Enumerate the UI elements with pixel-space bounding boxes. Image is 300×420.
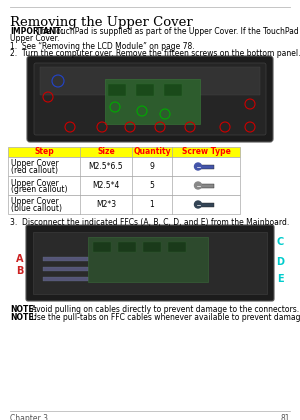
Text: A: A — [16, 254, 24, 264]
Text: Screw Type: Screw Type — [182, 147, 230, 157]
Text: Upper Cover: Upper Cover — [11, 197, 59, 207]
Text: Chapter 3: Chapter 3 — [10, 414, 48, 420]
Bar — [198, 165, 214, 168]
Bar — [8, 176, 240, 195]
Bar — [40, 67, 260, 95]
Text: Step: Step — [34, 147, 54, 157]
Bar — [33, 232, 267, 294]
Text: Removing the Upper Cover: Removing the Upper Cover — [10, 16, 193, 29]
Text: NOTE:: NOTE: — [10, 313, 37, 322]
Bar — [105, 79, 200, 124]
Text: 2.  Turn the computer over. Remove the fifteen screws on the bottom panel.: 2. Turn the computer over. Remove the fi… — [10, 49, 300, 58]
Text: (blue callout): (blue callout) — [11, 204, 62, 213]
Text: D: D — [276, 257, 284, 267]
Text: C: C — [276, 237, 284, 247]
Bar — [88, 237, 208, 282]
Text: (green callout): (green callout) — [11, 185, 68, 194]
Bar — [164, 84, 182, 96]
Text: E: E — [277, 274, 283, 284]
Bar — [43, 257, 88, 261]
Text: 1.  See “Removing the LCD Module” on page 78.: 1. See “Removing the LCD Module” on page… — [10, 42, 195, 51]
Bar — [168, 242, 186, 252]
Text: 5: 5 — [150, 181, 154, 190]
Text: Upper Cover.: Upper Cover. — [10, 34, 59, 43]
Bar — [8, 157, 240, 176]
Bar — [43, 267, 88, 271]
Text: Avoid pulling on cables directly to prevent damage to the connectors.: Avoid pulling on cables directly to prev… — [29, 305, 299, 314]
Bar — [8, 195, 240, 214]
Circle shape — [194, 201, 202, 208]
Circle shape — [194, 182, 202, 189]
Text: M2*3: M2*3 — [96, 200, 116, 209]
Text: 3.  Disconnect the indicated FFCs (A, B, C, D, and E) from the Mainboard.: 3. Disconnect the indicated FFCs (A, B, … — [10, 218, 289, 227]
Text: Use the pull-tabs on FFC cables whenever available to prevent damage.: Use the pull-tabs on FFC cables whenever… — [29, 313, 300, 322]
FancyBboxPatch shape — [26, 225, 274, 301]
FancyBboxPatch shape — [27, 56, 273, 142]
Text: The TouchPad is supplied as part of the Upper Cover. If the TouchPad is defectiv: The TouchPad is supplied as part of the … — [34, 27, 300, 36]
Bar — [8, 147, 240, 157]
Text: B: B — [16, 266, 24, 276]
Bar — [143, 242, 161, 252]
Text: 1: 1 — [150, 200, 154, 209]
Bar — [43, 277, 88, 281]
Bar — [118, 242, 136, 252]
Text: NOTE:: NOTE: — [10, 305, 37, 314]
Text: Size: Size — [97, 147, 115, 157]
Bar — [198, 184, 214, 187]
Circle shape — [194, 163, 202, 170]
Bar — [136, 84, 154, 96]
Text: Quantity: Quantity — [133, 147, 171, 157]
Bar — [93, 242, 111, 252]
Text: (red callout): (red callout) — [11, 166, 58, 175]
Text: IMPORTANT:: IMPORTANT: — [10, 27, 64, 36]
Text: 9: 9 — [150, 162, 154, 171]
Text: M2.5*6.5: M2.5*6.5 — [89, 162, 123, 171]
FancyBboxPatch shape — [34, 63, 266, 135]
Bar — [198, 202, 214, 207]
Text: Upper Cover: Upper Cover — [11, 178, 59, 187]
Text: Upper Cover: Upper Cover — [11, 160, 59, 168]
Bar — [108, 84, 126, 96]
Text: 81: 81 — [280, 414, 290, 420]
Text: M2.5*4: M2.5*4 — [92, 181, 120, 190]
